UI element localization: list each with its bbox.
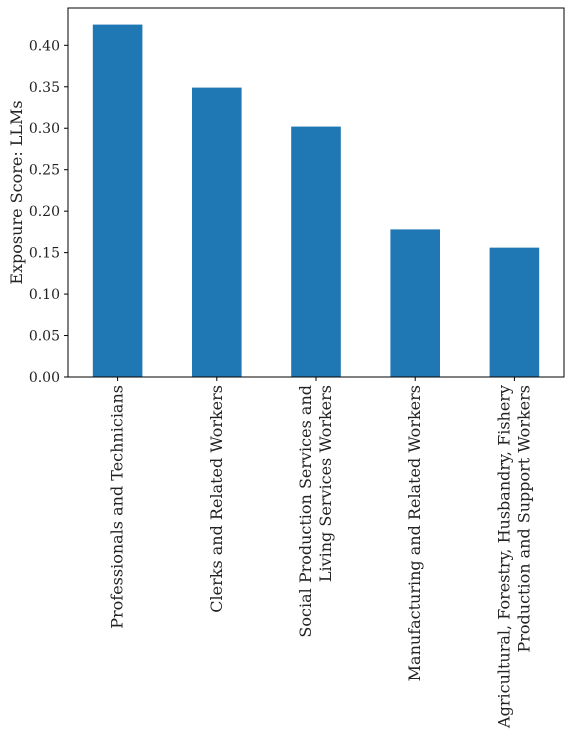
x-tick-label-3: Social Production Services and Living Ser… — [296, 385, 335, 638]
y-tick-label: 0.25 — [29, 163, 60, 179]
bars-layer — [92, 24, 540, 378]
bar-3 — [291, 126, 341, 377]
bar-2 — [192, 87, 242, 377]
bar-4 — [390, 229, 440, 377]
y-tick-label: 0.05 — [29, 329, 60, 345]
y-tick-label: 0.20 — [29, 204, 60, 220]
bar-1 — [92, 24, 143, 378]
y-tick-label: 0.10 — [29, 287, 60, 303]
y-tick-label: 0.00 — [29, 370, 60, 386]
y-tick-label: 0.30 — [29, 121, 60, 137]
x-tick-label-line: Clerks and Related Workers — [207, 385, 226, 613]
x-tick-label-line: Social Production Services and — [296, 385, 315, 638]
x-tick-label-5: Agricultural, Forestry, Husbandry, Fishe… — [494, 385, 533, 729]
y-tick-label: 0.35 — [29, 80, 60, 96]
bar-5 — [489, 247, 540, 377]
x-tick-label-1: Professionals and Technicians — [108, 385, 127, 629]
x-tick-label-line: Production and Support Workers — [514, 385, 533, 653]
x-tick-label-line: Agricultural, Forestry, Husbandry, Fishe… — [494, 385, 513, 729]
x-tick-label-line: Professionals and Technicians — [108, 385, 127, 629]
y-axis-label: Exposure Score: LLMs — [7, 100, 26, 284]
y-tick-label: 0.15 — [29, 246, 60, 262]
x-axis: Professionals and Technicians Clerks and … — [108, 377, 533, 729]
x-tick-label-line: Manufacturing and Related Workers — [405, 385, 424, 681]
x-tick-label-4: Manufacturing and Related Workers — [405, 385, 424, 681]
x-tick-label-line: Living Services Workers — [316, 385, 335, 582]
y-axis: 0.00 0.05 0.10 0.15 0.20 0.25 0.30 0.35 0.40 — [29, 38, 68, 386]
x-tick-label-2: Clerks and Related Workers — [207, 385, 226, 613]
y-tick-label: 0.40 — [29, 38, 60, 54]
